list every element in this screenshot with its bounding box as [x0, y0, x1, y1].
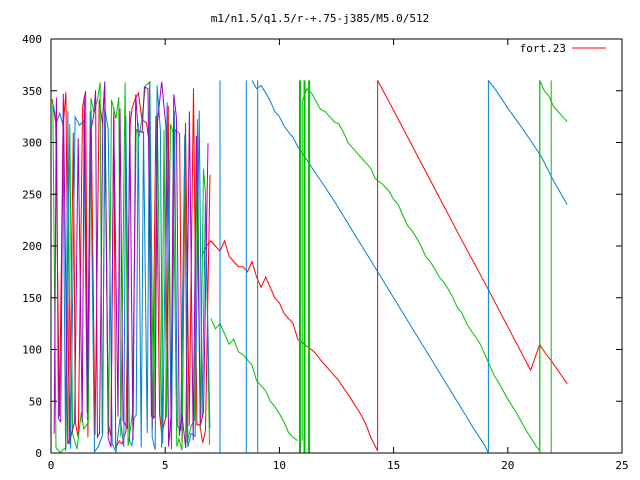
noise-layer	[51, 80, 552, 454]
y-tick-label: 150	[22, 292, 42, 305]
series-line-2	[301, 87, 541, 452]
y-tick-label: 50	[29, 395, 42, 408]
x-tick-label: 20	[501, 459, 514, 472]
series-line-2	[210, 318, 298, 442]
noise-trace-3	[53, 81, 209, 449]
y-tick-label: 400	[22, 33, 42, 46]
y-tick-label: 250	[22, 188, 42, 201]
x-tick-label: 0	[48, 459, 55, 472]
series-line-1	[251, 80, 489, 454]
y-tick-label: 200	[22, 240, 42, 253]
x-tick-label: 15	[387, 459, 400, 472]
legend-label: fort.23	[520, 42, 566, 55]
y-tick-label: 0	[35, 447, 42, 460]
noise-trace-0	[51, 86, 211, 450]
x-tick-label: 5	[162, 459, 169, 472]
x-tick-label: 10	[273, 459, 286, 472]
y-tick-label: 300	[22, 137, 42, 150]
y-tick-label: 350	[22, 85, 42, 98]
series-line-1	[488, 80, 568, 205]
series-layer	[201, 80, 568, 454]
series-line-0	[377, 80, 568, 384]
series-line-0	[201, 239, 379, 452]
chart-title: m1/n1.5/q1.5/r-+.75-j385/M5.0/512	[211, 12, 430, 25]
series-line-2	[539, 80, 568, 123]
legend: fort.23	[520, 42, 606, 55]
noise-trace-2	[53, 81, 211, 454]
x-tick-label: 25	[615, 459, 628, 472]
y-tick-label: 100	[22, 344, 42, 357]
